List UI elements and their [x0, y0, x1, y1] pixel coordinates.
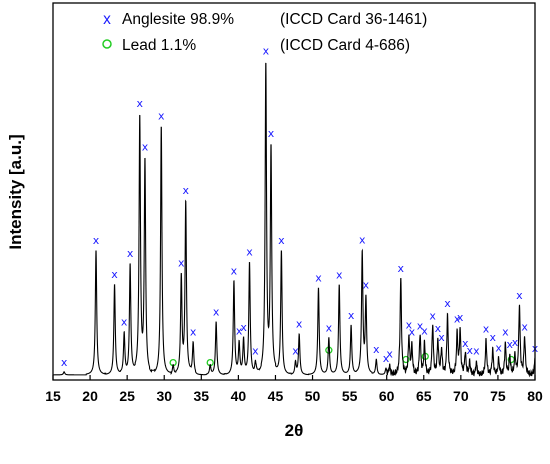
anglesite-peak-marker: x	[359, 234, 366, 247]
x-tick-label: 55	[342, 388, 358, 404]
anglesite-peak-marker: x	[336, 268, 343, 281]
anglesite-peak-marker: x	[429, 309, 436, 322]
anglesite-peak-marker: x	[315, 272, 322, 285]
anglesite-peak-marker: x	[386, 348, 393, 361]
anglesite-peak-marker: x	[127, 247, 134, 260]
anglesite-peak-marker: x	[278, 234, 285, 247]
anglesite-peak-marker: x	[326, 321, 333, 334]
x-tick-label: 40	[231, 388, 247, 404]
anglesite-peak-marker: x	[178, 256, 185, 269]
anglesite-peak-marker: x	[236, 324, 243, 337]
anglesite-peak-marker: x	[435, 322, 442, 335]
x-ticks: 15 20 25 30 35 40 45 50 55 60 65 70 75 80	[45, 375, 543, 404]
anglesite-peak-marker: x	[111, 268, 118, 281]
legend: x Anglesite 98.9% (ICCD Card 36-1461) Le…	[102, 11, 427, 54]
x-axis-title: 2θ	[285, 421, 304, 440]
x-tick-label: 45	[268, 388, 284, 404]
anglesite-peak-marker: x	[121, 316, 128, 329]
legend-ref-lead: (ICCD Card 4-686)	[280, 37, 410, 54]
anglesite-peak-marker: x	[421, 324, 428, 337]
anglesite-peak-marker: x	[231, 264, 238, 277]
x-tick-label: 80	[527, 388, 543, 404]
anglesite-peak-marker: x	[457, 311, 464, 324]
legend-entry-lead: Lead 1.1% (ICCD Card 4-686)	[102, 37, 410, 54]
anglesite-peak-marker: x	[292, 345, 299, 358]
anglesite-peak-marker: x	[438, 331, 445, 344]
anglesite-peak-marker: x	[507, 338, 514, 351]
anglesite-peak-marker: x	[462, 337, 469, 350]
anglesite-peak-marker: x	[93, 234, 100, 247]
intensity-series-line	[53, 62, 536, 378]
plot-frame	[52, 2, 536, 381]
anglesite-peak-marker: x	[383, 352, 390, 365]
anglesite-peak-marker: x	[516, 289, 523, 302]
anglesite-peak-marker: x	[466, 344, 473, 357]
anglesite-peak-marker: x	[182, 184, 189, 197]
anglesite-peak-marker: x	[373, 343, 380, 356]
x-tick-label: 15	[45, 388, 61, 404]
anglesite-peak-marker: x	[240, 321, 247, 334]
x-tick-label: 30	[156, 388, 172, 404]
anglesite-peak-marker: x	[137, 97, 144, 110]
anglesite-peak-marker: x	[190, 326, 197, 339]
anglesite-peak-marker: x	[213, 306, 220, 319]
anglesite-peak-marker: x	[61, 356, 68, 369]
anglesite-peak-marker: x	[398, 262, 405, 275]
y-axis-title: Intensity [a.u.]	[6, 134, 25, 249]
x-tick-label: 20	[82, 388, 98, 404]
anglesite-peak-marker: x	[489, 331, 496, 344]
x-tick-label: 50	[305, 388, 321, 404]
anglesite-peak-marker: x	[142, 141, 149, 154]
anglesite-peak-marker: x	[417, 319, 424, 332]
x-tick-label: 60	[379, 388, 395, 404]
anglesite-x-marker-icon: x	[103, 11, 111, 28]
anglesite-peak-marker: x	[158, 109, 165, 122]
lead-circle-marker-icon	[102, 39, 112, 49]
anglesite-peak-marker: x	[268, 127, 275, 140]
x-tick-label: 25	[119, 388, 135, 404]
x-tick-label: 75	[490, 388, 506, 404]
anglesite-peak-marker: x	[444, 297, 451, 310]
anglesite-peak-marker: x	[406, 318, 413, 331]
anglesite-peak-marker: x	[454, 313, 461, 326]
anglesite-peak-marker: x	[252, 344, 259, 357]
x-tick-label: 70	[453, 388, 469, 404]
legend-label-lead: Lead 1.1%	[122, 37, 196, 54]
anglesite-peak-marker: x	[512, 336, 519, 349]
x-tick-label: 35	[194, 388, 210, 404]
anglesite-peak-marker: x	[363, 278, 370, 291]
legend-label-anglesite: Anglesite 98.9%	[122, 11, 234, 28]
anglesite-peak-marker: x	[296, 318, 303, 331]
anglesite-peak-marker: x	[502, 326, 509, 339]
anglesite-peak-marker: x	[495, 341, 502, 354]
anglesite-peak-marker: x	[263, 45, 270, 58]
legend-ref-anglesite: (ICCD Card 36-1461)	[280, 11, 427, 28]
anglesite-peak-marker: x	[483, 322, 490, 335]
x-tick-label: 65	[416, 388, 432, 404]
anglesite-peak-marker: x	[521, 321, 528, 334]
legend-entry-anglesite: x Anglesite 98.9% (ICCD Card 36-1461)	[103, 11, 427, 28]
anglesite-peak-marker: x	[409, 326, 416, 339]
anglesite-peak-marker: x	[246, 246, 253, 259]
anglesite-peak-marker: x	[348, 309, 355, 322]
anglesite-peak-marker: x	[473, 345, 480, 358]
